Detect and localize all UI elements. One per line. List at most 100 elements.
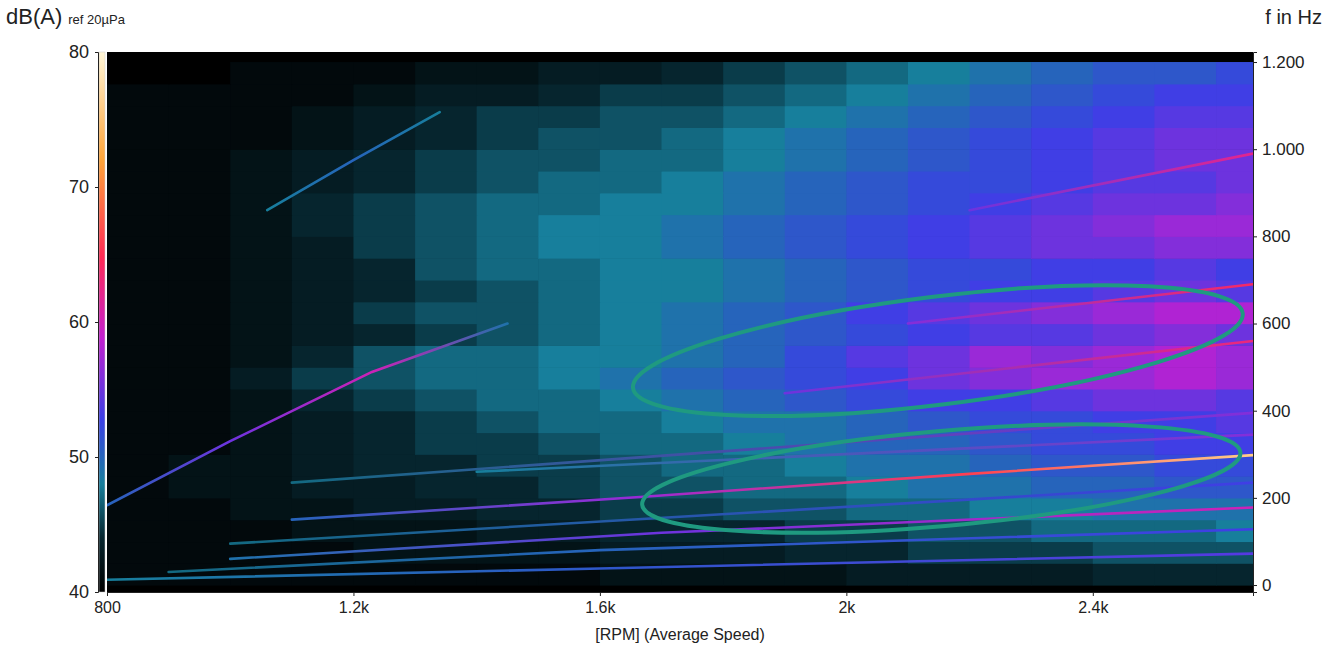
order-line <box>230 483 1253 544</box>
colorbar-axis-tick: 80 <box>69 42 98 62</box>
heatmap-cell <box>846 280 908 302</box>
y-axis-tick-mark <box>1253 585 1257 586</box>
colorbar-axis-tick-mark <box>95 592 98 593</box>
heatmap-cell <box>107 367 169 389</box>
heatmap-cell <box>107 193 169 215</box>
heatmap-cell <box>662 84 724 106</box>
heatmap-cell <box>1093 563 1155 585</box>
heatmap-cell <box>477 127 539 149</box>
heatmap-cell <box>723 389 785 411</box>
heatmap-cell <box>292 432 354 454</box>
heatmap-cell <box>477 411 539 433</box>
colorbar-axis-tick-label: 40 <box>69 582 89 602</box>
heatmap-cell <box>353 367 415 389</box>
heatmap-cell <box>723 149 785 171</box>
heatmap-cell <box>292 236 354 258</box>
heatmap-cell <box>723 171 785 193</box>
heatmap-cell <box>538 476 600 498</box>
heatmap-cell <box>477 193 539 215</box>
heatmap-cell <box>230 171 292 193</box>
heatmap-cell <box>292 324 354 346</box>
heatmap-cell <box>169 476 231 498</box>
heatmap-cell <box>415 563 477 585</box>
heatmap-cell <box>785 127 847 149</box>
heatmap-cell <box>785 258 847 280</box>
heatmap-cell <box>169 432 231 454</box>
heatmap-cell <box>107 302 169 324</box>
heatmap-cell <box>846 106 908 128</box>
heatmap-cell <box>1154 106 1216 128</box>
heatmap-cell <box>970 127 1032 149</box>
heatmap-cell <box>723 498 785 520</box>
heatmap-cell <box>169 389 231 411</box>
heatmap-cell <box>415 171 477 193</box>
y-axis-tick-mark <box>1253 149 1257 150</box>
x-axis-tick-mark <box>107 592 108 596</box>
heatmap-cell <box>908 345 970 367</box>
heatmap-cell <box>353 280 415 302</box>
heatmap-cell <box>169 236 231 258</box>
heatmap-cell <box>723 127 785 149</box>
heatmap-cell <box>415 367 477 389</box>
heatmap-cell <box>107 127 169 149</box>
order-line <box>107 324 507 506</box>
heatmap-cell <box>107 236 169 258</box>
heatmap-cell <box>230 541 292 563</box>
heatmap-cell <box>600 411 662 433</box>
heatmap-cell <box>477 149 539 171</box>
y-axis-tick-label: 0 <box>1262 576 1271 595</box>
heatmap-cell <box>908 62 970 84</box>
heatmap-cell <box>662 193 724 215</box>
heatmap-cell <box>107 520 169 542</box>
heatmap-cell <box>353 258 415 280</box>
heatmap-cell <box>415 432 477 454</box>
heatmap-cell <box>1154 62 1216 84</box>
heatmap-cell <box>1031 541 1093 563</box>
heatmap-cell <box>169 411 231 433</box>
heatmap-cell <box>1031 411 1093 433</box>
y-axis-tick-label: 200 <box>1262 489 1290 508</box>
heatmap-cell <box>107 215 169 237</box>
heatmap-cell <box>292 345 354 367</box>
heatmap-cell <box>353 520 415 542</box>
heatmap-cell <box>230 324 292 346</box>
heatmap-cell <box>662 62 724 84</box>
heatmap-cell <box>846 236 908 258</box>
heatmap-cell <box>846 127 908 149</box>
heatmap-cell <box>1093 149 1155 171</box>
y-axis-tick: 200 <box>1253 489 1290 508</box>
heatmap-cell <box>477 367 539 389</box>
heatmap-cell <box>477 258 539 280</box>
x-axis-tick-mark <box>846 592 847 596</box>
heatmap-cell <box>353 411 415 433</box>
heatmap-cell <box>1216 236 1253 258</box>
y-axis-tick-label: 400 <box>1262 402 1290 421</box>
heatmap-cell <box>353 62 415 84</box>
heatmap-cell <box>785 62 847 84</box>
heatmap-cell <box>292 149 354 171</box>
heatmap-cell <box>107 258 169 280</box>
heatmap-cell <box>107 432 169 454</box>
heatmap-cell <box>1093 324 1155 346</box>
heatmap-cell <box>723 193 785 215</box>
heatmap-cell <box>415 324 477 346</box>
heatmap-cell <box>538 84 600 106</box>
colorbar-axis-tick-label: 50 <box>69 447 89 467</box>
heatmap-cell <box>723 84 785 106</box>
heatmap-cell <box>477 389 539 411</box>
heatmap-cell <box>1154 236 1216 258</box>
y-axis-tick-mark <box>1253 498 1257 499</box>
heatmap-cell <box>600 258 662 280</box>
heatmap-cell <box>1031 258 1093 280</box>
heatmap-cell <box>292 302 354 324</box>
heatmap-cell <box>230 258 292 280</box>
order-line <box>230 507 1253 558</box>
x-axis-tick-label: 1.2k <box>339 599 370 616</box>
heatmap-cell <box>107 541 169 563</box>
heatmap-cell <box>846 498 908 520</box>
heatmap-cell <box>230 127 292 149</box>
heatmap-cell <box>846 454 908 476</box>
heatmap-cell <box>169 106 231 128</box>
heatmap-cell <box>353 389 415 411</box>
heatmap-cell <box>600 62 662 84</box>
